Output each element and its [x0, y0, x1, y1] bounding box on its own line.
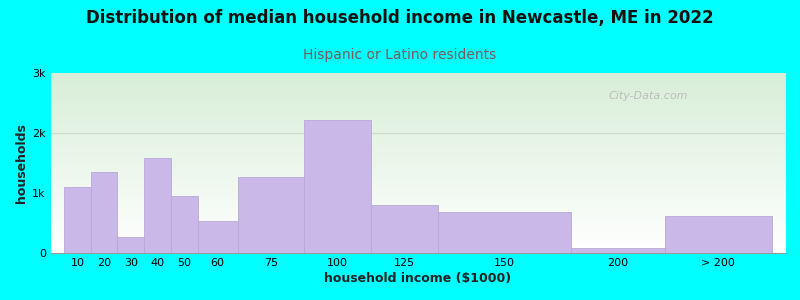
Bar [371, 205, 438, 253]
Y-axis label: households: households [15, 123, 28, 203]
Text: Distribution of median household income in Newcastle, ME in 2022: Distribution of median household income … [86, 9, 714, 27]
Bar [90, 172, 118, 253]
Bar [238, 177, 304, 253]
Bar [64, 187, 90, 253]
X-axis label: household income ($1000): household income ($1000) [324, 272, 511, 285]
Bar [571, 248, 665, 253]
Bar [118, 237, 144, 253]
Bar [438, 212, 571, 253]
Text: City-Data.com: City-Data.com [609, 92, 688, 101]
Bar [144, 158, 171, 253]
Bar [171, 196, 198, 253]
Bar [665, 216, 772, 253]
Bar [304, 120, 371, 253]
Text: Hispanic or Latino residents: Hispanic or Latino residents [303, 48, 497, 62]
Bar [198, 221, 238, 253]
